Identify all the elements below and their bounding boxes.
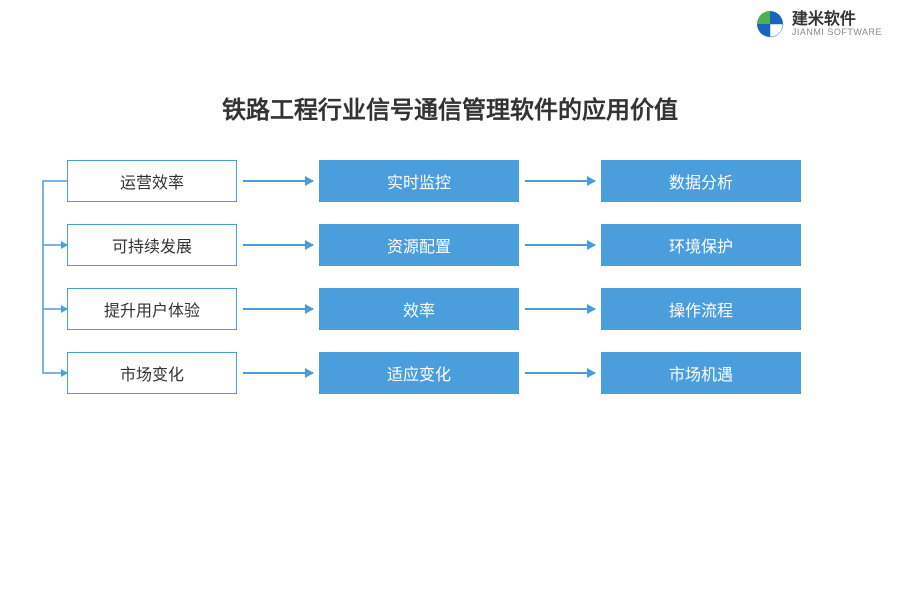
flow-row: 市场变化 适应变化 市场机遇 [35,352,865,394]
feature-box: 实时监控 [319,160,519,202]
feature-box: 操作流程 [601,288,801,330]
feature-box: 市场机遇 [601,352,801,394]
category-box: 市场变化 [67,352,237,394]
logo-icon [754,8,786,40]
page-title: 铁路工程行业信号通信管理软件的应用价值 [0,90,900,125]
flow-row: 可持续发展 资源配置 环境保护 [35,224,865,266]
flow-row: 提升用户体验 效率 操作流程 [35,288,865,330]
feature-box: 数据分析 [601,160,801,202]
flow-row: 运营效率 实时监控 数据分析 [35,160,865,202]
arrow-icon [525,244,595,246]
feature-box: 资源配置 [319,224,519,266]
logo-text: 建米软件 JIANMI SOFTWARE [792,12,882,37]
logo: 建米软件 JIANMI SOFTWARE [754,8,882,40]
arrow-icon [525,180,595,182]
arrow-icon [243,244,313,246]
feature-box: 适应变化 [319,352,519,394]
arrow-icon [525,308,595,310]
diagram: 运营效率 实时监控 数据分析 可持续发展 资源配置 环境保护 提升用户体验 效率… [35,160,865,416]
category-box: 提升用户体验 [67,288,237,330]
arrow-icon [243,372,313,374]
arrow-icon [525,372,595,374]
category-box: 可持续发展 [67,224,237,266]
feature-box: 效率 [319,288,519,330]
category-box: 运营效率 [67,160,237,202]
arrow-icon [243,308,313,310]
logo-en: JIANMI SOFTWARE [792,28,882,37]
feature-box: 环境保护 [601,224,801,266]
logo-cn: 建米软件 [792,12,882,28]
arrow-icon [243,180,313,182]
